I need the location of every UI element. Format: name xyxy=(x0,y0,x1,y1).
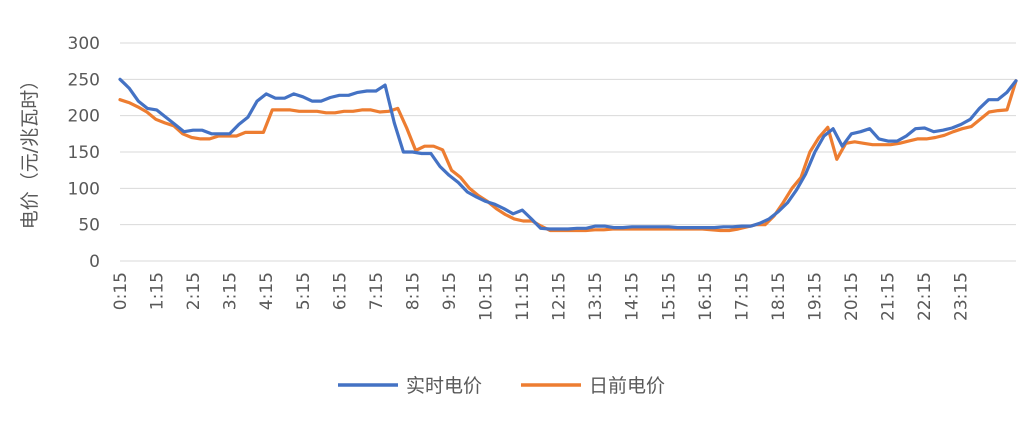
x-tick-label: 12:15 xyxy=(550,272,570,321)
legend-label-realtime: 实时电价 xyxy=(406,375,482,397)
legend: 实时电价 日前电价 xyxy=(338,375,665,397)
x-tick-label: 14:15 xyxy=(623,272,643,321)
x-tick-label: 20:15 xyxy=(842,272,862,321)
x-tick-label: 21:15 xyxy=(879,272,899,321)
x-tick-label: 15:15 xyxy=(659,272,679,321)
y-axis-label: 电价（元/兆瓦时） xyxy=(19,71,41,229)
y-tick-label: 100 xyxy=(68,179,100,199)
x-axis: 0:15 1:15 2:15 3:15 4:15 5:15 6:15 7:15 8:15 9:15… xyxy=(111,272,972,321)
y-tick-label: 300 xyxy=(68,34,100,54)
x-tick-label: 6:15 xyxy=(330,272,350,310)
y-tick-label: 0 xyxy=(89,252,100,272)
x-tick-label: 7:15 xyxy=(367,272,387,310)
x-tick-label: 13:15 xyxy=(586,272,606,321)
legend-label-dayahead: 日前电价 xyxy=(589,375,665,397)
x-tick-label: 1:15 xyxy=(148,272,168,310)
plot-area xyxy=(118,77,1018,233)
x-tick-label: 22:15 xyxy=(915,272,935,321)
x-tick-label: 0:15 xyxy=(111,272,131,310)
y-tick-label: 150 xyxy=(68,143,100,163)
y-tick-label: 250 xyxy=(68,70,100,90)
x-tick-label: 5:15 xyxy=(294,272,314,310)
x-tick-label: 9:15 xyxy=(440,272,460,310)
x-tick-label: 2:15 xyxy=(184,272,204,310)
x-tick-label: 10:15 xyxy=(477,272,497,321)
x-tick-label: 11:15 xyxy=(513,272,533,321)
x-tick-label: 16:15 xyxy=(696,272,716,321)
series-line-realtime xyxy=(118,77,1018,231)
x-tick-label: 4:15 xyxy=(257,272,277,310)
y-axis: 0 50 100 150 200 250 300 xyxy=(68,34,100,272)
x-tick-label: 17:15 xyxy=(732,272,752,321)
x-tick-label: 23:15 xyxy=(952,272,972,321)
x-tick-label: 18:15 xyxy=(769,272,789,321)
x-tick-label: 3:15 xyxy=(221,272,241,310)
x-tick-label: 8:15 xyxy=(403,272,423,310)
y-tick-label: 200 xyxy=(68,107,100,127)
y-tick-label: 50 xyxy=(78,216,100,236)
x-tick-label: 19:15 xyxy=(805,272,825,321)
